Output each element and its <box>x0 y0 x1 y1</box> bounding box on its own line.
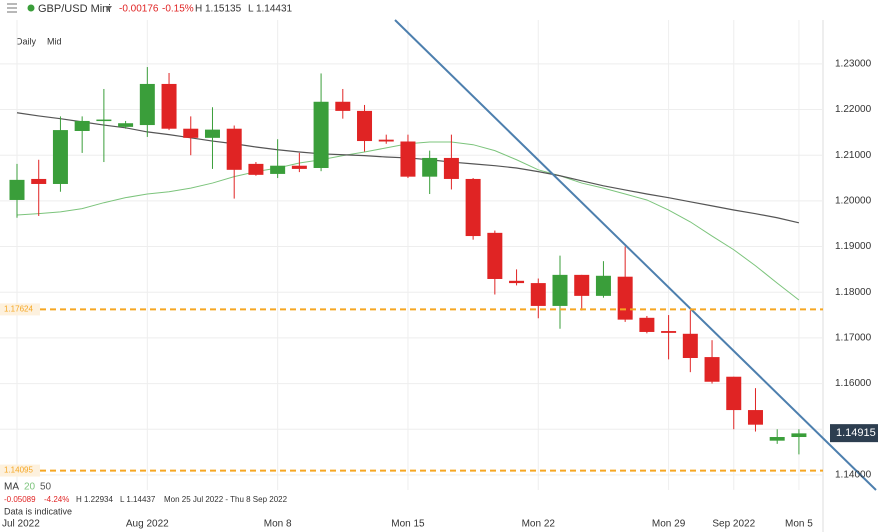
interval[interactable]: Daily <box>16 36 37 46</box>
candle-body <box>357 110 373 142</box>
range-change-pct: -4.24% <box>44 495 69 504</box>
candle-body <box>183 128 199 138</box>
candle-body <box>574 274 590 296</box>
candle-body <box>509 280 525 284</box>
candle-body <box>465 178 481 237</box>
candle-body <box>52 130 68 184</box>
y-tick-label: 1.21000 <box>835 150 872 161</box>
y-tick-label: 1.19000 <box>835 241 872 252</box>
candle-body <box>378 139 394 142</box>
candle-body <box>400 141 416 177</box>
candle-body <box>552 274 568 306</box>
candle-body <box>226 128 242 170</box>
x-tick-label: Mon 22 <box>522 519 556 530</box>
instrument-title[interactable]: GBP/USD Mini <box>38 3 111 15</box>
session-high: H 1.15135 <box>195 4 242 15</box>
x-tick-label: Mon 29 <box>652 519 686 530</box>
candle-body <box>313 101 329 168</box>
candle-body <box>769 437 785 441</box>
legend-entry: 50 <box>40 482 52 493</box>
candle-body <box>747 410 763 425</box>
candle-body <box>791 433 807 438</box>
candle-body <box>204 129 220 138</box>
x-tick-label: Sep 2022 <box>712 519 755 530</box>
x-tick-label: Mon 8 <box>264 519 292 530</box>
x-tick-label: Aug 2022 <box>126 519 169 530</box>
last-price-tag <box>830 424 878 443</box>
range-low: L 1.14437 <box>120 495 156 504</box>
level-label: 1.17624 <box>4 305 33 314</box>
y-tick-label: 1.16000 <box>835 378 872 389</box>
x-tick-label: Mon 15 <box>391 519 425 530</box>
change: -0.00176 <box>119 4 159 15</box>
y-tick-label: 1.18000 <box>835 287 872 298</box>
y-tick-label: 1.23000 <box>835 58 872 69</box>
candle-body <box>487 232 503 279</box>
candle-body <box>422 157 438 177</box>
overlay: 1.140001.150001.160001.170001.180001.190… <box>0 58 878 530</box>
candle-body <box>161 83 177 129</box>
candle-body <box>31 178 47 184</box>
candle-body <box>9 179 25 200</box>
x-tick-label: Jul 2022 <box>2 519 40 530</box>
candle-body <box>661 331 677 333</box>
candle-body <box>248 163 264 175</box>
candle-body <box>335 101 351 111</box>
y-tick-label: 1.14000 <box>835 470 872 481</box>
trend-line <box>394 19 877 491</box>
candle-body <box>118 123 134 127</box>
last-price-label: 1.14915 <box>836 427 876 439</box>
y-tick-label: 1.22000 <box>835 104 872 115</box>
candle-body <box>726 376 742 411</box>
level-tag <box>0 464 40 477</box>
level-tag <box>0 303 40 316</box>
session-low: L 1.14431 <box>248 4 293 15</box>
plot <box>9 67 807 455</box>
candle-body <box>74 120 90 131</box>
change-pct: -0.15% <box>162 4 194 15</box>
candle-body <box>96 119 112 122</box>
candle-body <box>682 333 698 358</box>
range-change: -0.05089 <box>4 495 36 504</box>
candle-body <box>443 157 459 179</box>
candle-body <box>639 317 655 332</box>
candle-body <box>139 83 155 126</box>
legend-entry: 20 <box>24 482 36 493</box>
candle-body <box>617 276 633 320</box>
note: Data is indicative <box>4 506 72 516</box>
y-tick-label: 1.17000 <box>835 333 872 344</box>
range-high: H 1.22934 <box>76 495 113 504</box>
date-range: Mon 25 Jul 2022 - Thu 8 Sep 2022 <box>164 495 288 504</box>
candle-body <box>270 165 286 174</box>
legend-title: MA <box>4 482 19 493</box>
candle-body <box>595 275 611 296</box>
menu-icon[interactable] <box>7 3 17 13</box>
candle-body <box>530 283 546 306</box>
x-tick-label: Mon 5 <box>785 519 813 530</box>
candle-body <box>704 357 720 382</box>
price-type[interactable]: Mid <box>47 36 62 46</box>
dropdown-arrow[interactable] <box>105 6 112 11</box>
level-label: 1.14095 <box>4 466 33 475</box>
candle-body <box>291 165 307 169</box>
y-tick-label: 1.20000 <box>835 196 872 207</box>
status-dot <box>27 4 35 12</box>
